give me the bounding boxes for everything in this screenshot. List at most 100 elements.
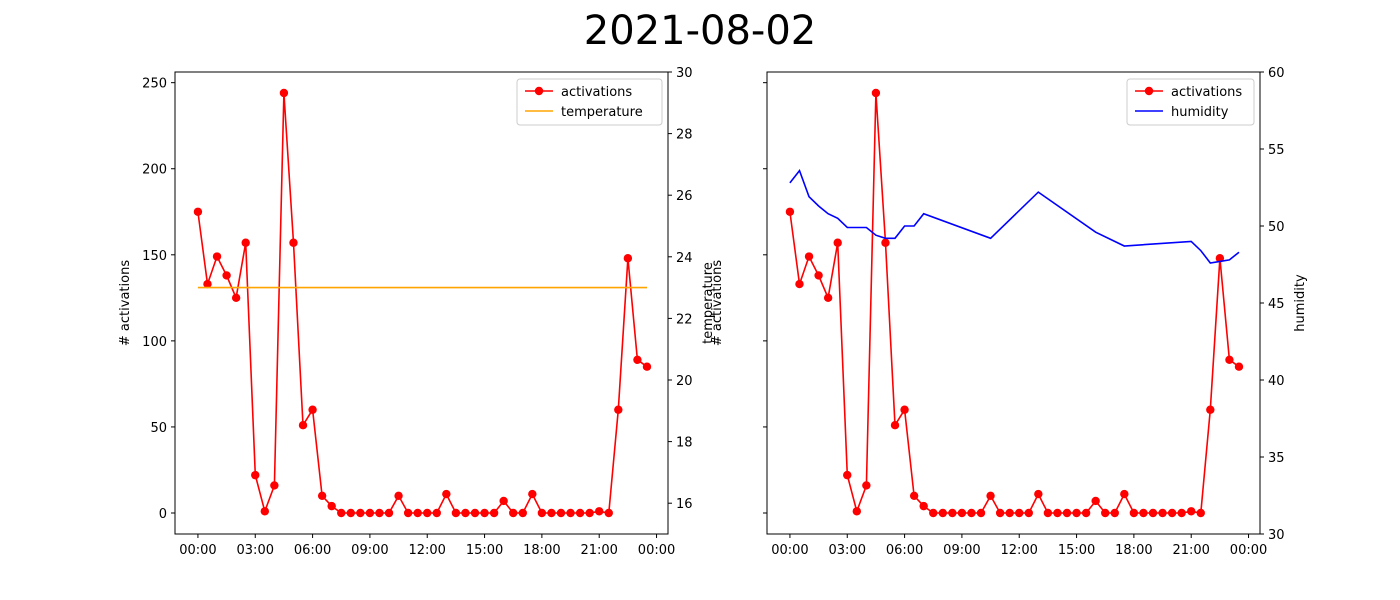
data-point-activations xyxy=(1015,508,1024,518)
y2-tick-label: 45 xyxy=(1268,297,1285,312)
data-point-activations xyxy=(1129,508,1139,518)
legend-box xyxy=(516,78,663,126)
data-point-activations xyxy=(1110,508,1119,518)
data-point-activations xyxy=(1148,508,1158,518)
x-tick-label: 18:00 xyxy=(1115,543,1152,558)
data-point-activations xyxy=(1024,508,1033,518)
data-point-activations xyxy=(862,481,871,490)
data-point-activations xyxy=(566,508,575,518)
y2-tick-label: 26 xyxy=(676,189,693,204)
data-point-activations xyxy=(900,405,909,414)
data-point-activations xyxy=(795,279,804,289)
data-point-activations xyxy=(881,238,890,247)
data-point-activations xyxy=(451,508,461,518)
data-point-activations xyxy=(365,508,375,518)
data-point-activations xyxy=(251,470,260,480)
series-line-activations xyxy=(197,92,648,514)
data-point-activations xyxy=(909,491,919,500)
series-line-humidity xyxy=(789,168,1240,264)
data-point-activations xyxy=(804,252,814,261)
data-point-activations xyxy=(919,501,928,511)
data-point-activations xyxy=(317,491,327,500)
data-point-activations xyxy=(1005,508,1014,518)
figure-title: 2021-08-02 xyxy=(584,8,816,54)
data-point-activations xyxy=(1053,508,1062,518)
data-point-activations xyxy=(1196,508,1205,518)
data-point-activations xyxy=(499,496,508,506)
x-tick-label: 09:00 xyxy=(943,543,980,558)
data-point-activations xyxy=(1091,496,1100,506)
data-point-activations xyxy=(241,238,250,247)
y2-tick-label: 30 xyxy=(1268,528,1285,543)
data-point-activations xyxy=(976,508,986,518)
data-point-activations xyxy=(556,508,566,518)
data-point-activations xyxy=(1177,508,1186,518)
data-point-activations xyxy=(480,508,489,518)
data-point-activations xyxy=(938,508,947,518)
x-tick-label: 21:00 xyxy=(1172,543,1209,558)
chart-panel-right: 00:00 03:00 06:00 09:00 12:00 15:00 18:00 21:00… xyxy=(710,66,1308,558)
data-point-activations xyxy=(547,508,556,518)
data-point-activations xyxy=(1062,508,1072,518)
data-point-activations xyxy=(537,508,547,518)
y-tick-label: 250 xyxy=(142,77,167,92)
data-point-activations xyxy=(595,507,604,516)
x-tick-label: 06:00 xyxy=(294,543,331,558)
y2-tick-label: 35 xyxy=(1268,451,1285,466)
data-point-activations xyxy=(384,508,394,518)
data-point-activations xyxy=(203,279,212,289)
data-point-activations xyxy=(852,507,862,516)
data-point-activations xyxy=(1120,489,1129,499)
x-tick-label: 03:00 xyxy=(237,543,274,558)
data-point-activations xyxy=(356,508,365,518)
data-point-activations xyxy=(298,421,308,430)
y-tick-label: 50 xyxy=(150,421,167,436)
legend-marker-activations xyxy=(534,86,544,96)
x-tick-label: 18:00 xyxy=(523,543,560,558)
data-point-activations xyxy=(633,355,642,365)
x-tick-label: 12:00 xyxy=(408,543,445,558)
data-point-activations xyxy=(423,508,432,518)
x-tick-label: 00:00 xyxy=(179,543,216,558)
y2-tick-label: 16 xyxy=(676,497,693,512)
x-tick-label: 06:00 xyxy=(886,543,923,558)
data-point-activations xyxy=(442,489,451,499)
y2-tick-label: 50 xyxy=(1268,220,1285,235)
legend-marker-activations xyxy=(1144,86,1154,96)
data-point-activations xyxy=(1034,489,1043,499)
data-point-activations xyxy=(1187,507,1196,516)
y-axis-label: # activations xyxy=(710,260,725,346)
y-tick-label: 150 xyxy=(142,249,167,264)
plot-frame xyxy=(174,71,669,535)
data-point-activations xyxy=(967,508,976,518)
data-point-activations xyxy=(623,254,633,263)
data-point-activations xyxy=(585,508,594,518)
data-point-activations xyxy=(1139,508,1148,518)
data-point-activations xyxy=(814,271,823,280)
data-point-activations xyxy=(346,508,355,518)
data-point-activations xyxy=(432,508,441,518)
data-point-activations xyxy=(193,207,203,216)
data-point-activations xyxy=(1043,508,1053,518)
data-point-activations xyxy=(929,508,938,518)
data-point-activations xyxy=(231,293,241,303)
y2-tick-label: 55 xyxy=(1268,143,1285,158)
data-point-activations xyxy=(986,491,995,500)
data-point-activations xyxy=(785,207,795,216)
data-point-activations xyxy=(871,88,881,98)
y-tick-label: 0 xyxy=(159,507,167,522)
legend-label-activations: activations xyxy=(1171,85,1242,100)
data-point-activations xyxy=(327,501,336,511)
y2-tick-label: 18 xyxy=(676,436,693,451)
data-point-activations xyxy=(1234,362,1244,371)
data-point-activations xyxy=(403,508,413,518)
data-point-activations xyxy=(833,238,842,247)
y-axis-label: # activations xyxy=(118,260,133,346)
data-point-activations xyxy=(222,271,231,280)
x-tick-label: 21:00 xyxy=(580,543,617,558)
data-point-activations xyxy=(375,508,384,518)
data-point-activations xyxy=(1158,508,1167,518)
y2-tick-label: 30 xyxy=(676,66,693,81)
data-point-activations xyxy=(337,508,346,518)
